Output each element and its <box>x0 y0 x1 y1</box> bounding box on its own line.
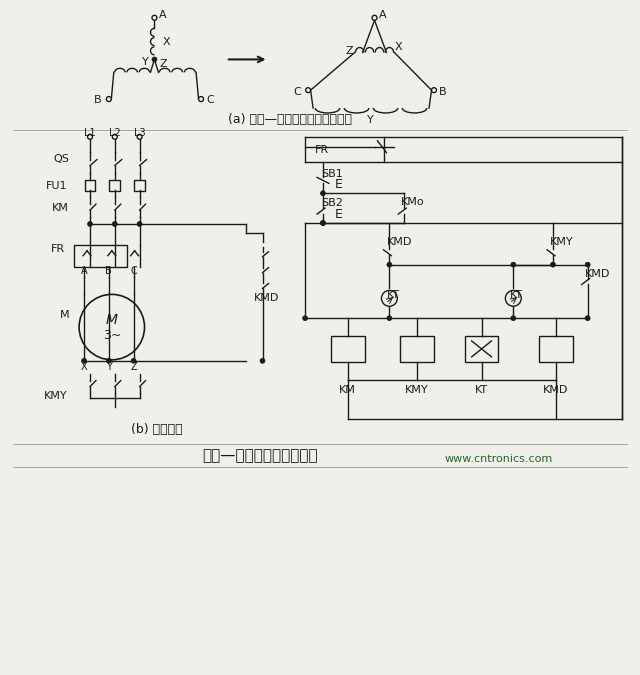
Text: Y: Y <box>367 115 374 125</box>
Circle shape <box>585 316 590 321</box>
Text: FR: FR <box>315 144 329 155</box>
Bar <box>539 336 573 362</box>
Circle shape <box>81 358 86 363</box>
Text: E: E <box>335 208 343 221</box>
Circle shape <box>321 191 326 196</box>
Text: X: X <box>163 36 170 47</box>
Circle shape <box>131 358 136 363</box>
Circle shape <box>303 316 308 321</box>
Text: C: C <box>206 95 214 105</box>
Circle shape <box>585 262 590 267</box>
Text: Z: Z <box>159 59 167 70</box>
Circle shape <box>321 221 326 225</box>
Text: KT: KT <box>475 385 488 395</box>
Circle shape <box>387 316 392 321</box>
Circle shape <box>198 97 204 101</box>
Text: L3: L3 <box>134 128 145 138</box>
Circle shape <box>106 97 111 101</box>
Text: A: A <box>159 10 166 20</box>
Text: 星形—三角形启动控制线路: 星形—三角形启动控制线路 <box>203 448 318 464</box>
Circle shape <box>321 221 326 225</box>
Circle shape <box>106 358 111 363</box>
Text: C: C <box>131 265 137 275</box>
Text: FU1: FU1 <box>45 182 67 191</box>
Text: L1: L1 <box>84 128 96 138</box>
Text: B: B <box>106 265 112 275</box>
Bar <box>400 336 434 362</box>
Bar <box>109 180 120 191</box>
Text: 3~: 3~ <box>102 329 121 342</box>
Text: Z: Z <box>345 45 353 55</box>
Circle shape <box>112 221 117 227</box>
Text: KMY: KMY <box>44 392 67 402</box>
Text: X: X <box>394 42 402 51</box>
Text: (b) 控制线路: (b) 控制线路 <box>131 423 182 435</box>
Text: KMo: KMo <box>401 197 425 207</box>
Text: KM: KM <box>52 203 69 213</box>
Circle shape <box>372 16 377 20</box>
Text: KMD: KMD <box>253 294 279 303</box>
Circle shape <box>306 88 310 92</box>
Text: B: B <box>439 87 447 97</box>
Bar <box>134 180 145 191</box>
Text: SB2: SB2 <box>321 198 343 208</box>
Circle shape <box>137 221 142 227</box>
Text: B: B <box>94 95 102 105</box>
Circle shape <box>112 134 117 139</box>
Text: KT: KT <box>510 290 524 300</box>
Circle shape <box>152 57 157 62</box>
Text: KMD: KMD <box>585 269 610 279</box>
Text: KMY: KMY <box>550 237 573 247</box>
Text: M: M <box>60 310 69 320</box>
Text: Y: Y <box>141 57 148 68</box>
Circle shape <box>511 262 516 267</box>
Circle shape <box>550 262 556 267</box>
Text: X: X <box>81 362 88 372</box>
Bar <box>84 180 95 191</box>
Circle shape <box>431 88 436 92</box>
Text: Y: Y <box>106 362 112 372</box>
Text: Z: Z <box>131 362 137 372</box>
Text: C: C <box>293 87 301 97</box>
Text: KM: KM <box>339 385 356 395</box>
Text: A: A <box>81 265 88 275</box>
Bar <box>465 336 499 362</box>
Text: (a) 星形—三角形转换绕组连接图: (a) 星形—三角形转换绕组连接图 <box>228 113 352 126</box>
Circle shape <box>152 16 157 20</box>
Text: QS: QS <box>53 154 69 163</box>
Text: SB1: SB1 <box>321 169 343 180</box>
Text: KMD: KMD <box>387 237 412 247</box>
Text: E: E <box>335 178 343 191</box>
Circle shape <box>511 316 516 321</box>
Bar <box>331 336 365 362</box>
Text: KT: KT <box>387 290 399 300</box>
Text: KMY: KMY <box>405 385 429 395</box>
Circle shape <box>387 262 392 267</box>
Circle shape <box>88 221 93 227</box>
Circle shape <box>137 134 142 139</box>
Text: A: A <box>378 10 386 20</box>
Text: L2: L2 <box>109 128 121 138</box>
Text: M: M <box>106 313 118 327</box>
Bar <box>74 245 127 267</box>
Text: KMD: KMD <box>543 385 568 395</box>
Text: FR: FR <box>51 244 65 254</box>
Text: www.cntronics.com: www.cntronics.com <box>444 454 552 464</box>
Circle shape <box>88 134 93 139</box>
Circle shape <box>260 358 265 363</box>
